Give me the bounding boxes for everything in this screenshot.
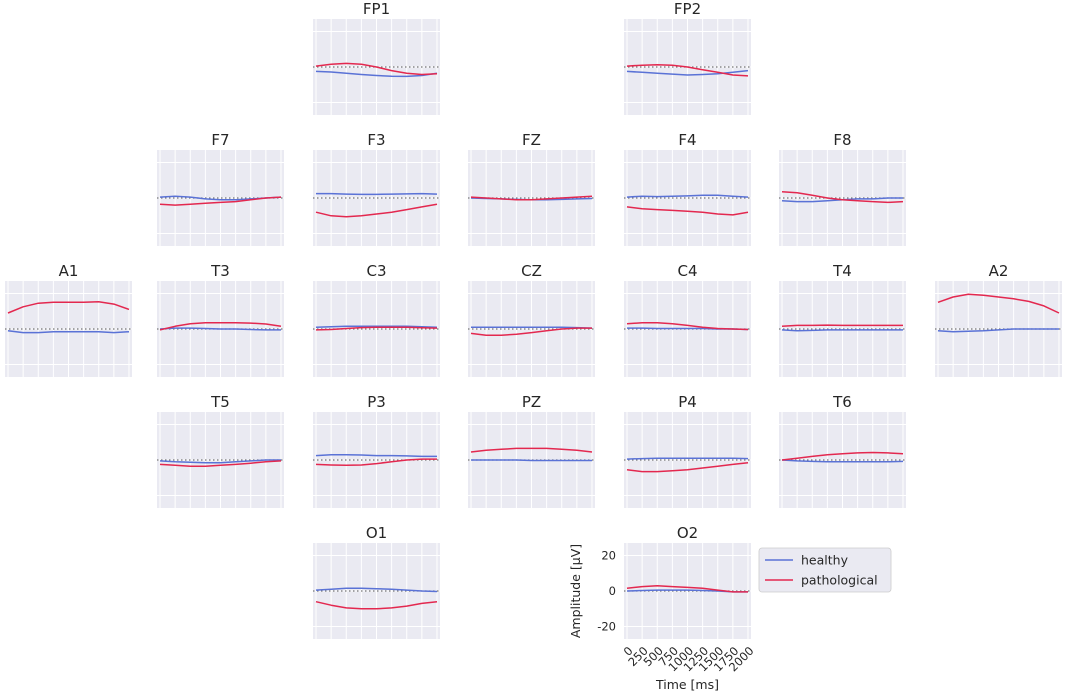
panel-title: FZ [522, 131, 541, 149]
series-line-healthy [781, 459, 904, 463]
series-line-pathological [159, 322, 282, 331]
panel-p4: P4 [624, 393, 751, 508]
series-line-pathological [470, 195, 593, 201]
series-line-pathological [159, 460, 282, 467]
panel-title: O2 [677, 524, 698, 542]
series-line-healthy [471, 459, 592, 462]
panel-title: FP1 [363, 0, 390, 18]
panel-a1: A1 [5, 262, 132, 377]
panel-title: P4 [678, 393, 697, 411]
panel-fp2: FP2 [624, 0, 751, 115]
y-axis-label: Amplitude [µV] [568, 544, 583, 638]
panel-fz: FZ [468, 131, 595, 246]
series-line-pathological [781, 324, 903, 328]
panel-t4: T4 [779, 262, 906, 377]
panel-title: A1 [59, 262, 79, 280]
y-tick-label: 0 [609, 584, 616, 598]
series-line-pathological [781, 451, 904, 461]
panel-fp1: FP1 [313, 0, 440, 115]
panel-title: C4 [677, 262, 697, 280]
panel-title: CZ [521, 262, 542, 280]
series-line-pathological [470, 447, 593, 453]
panel-title: P3 [367, 393, 386, 411]
panel-c4: C4 [624, 262, 751, 377]
series-line-healthy [159, 327, 281, 331]
series-line-pathological [626, 461, 749, 473]
panel-title: O1 [366, 524, 387, 542]
series-line-pathological [315, 203, 438, 218]
series-line-healthy [781, 329, 903, 332]
series-line-healthy [626, 194, 749, 198]
panel-t3: T3 [157, 262, 284, 377]
series-line-healthy [626, 69, 749, 76]
panel-f7: F7 [157, 131, 284, 246]
series-line-pathological [626, 584, 748, 593]
panel-t5: T5 [157, 393, 284, 508]
series-line-pathological [315, 458, 437, 467]
panel-title: F7 [211, 131, 229, 149]
panel-title: T4 [832, 262, 852, 280]
series-line-healthy [471, 326, 593, 329]
series-line-healthy [315, 325, 438, 328]
series-line-pathological [315, 600, 438, 610]
panel-a2: A2 [935, 262, 1062, 377]
series-line-pathological [626, 63, 749, 77]
panel-title: FP2 [674, 0, 701, 18]
panel-o2: O2-20020025050075010001250150017502000Am… [568, 524, 757, 692]
panel-cz: CZ [468, 262, 595, 377]
panel-title: T5 [210, 393, 230, 411]
series-line-pathological [626, 322, 749, 331]
panel-f8: F8 [779, 131, 906, 246]
x-axis-label: Time [ms] [655, 677, 719, 692]
series-line-healthy [315, 453, 437, 458]
panel-c3: C3 [313, 262, 440, 377]
panel-title: F8 [833, 131, 851, 149]
panel-title: F4 [678, 131, 696, 149]
y-tick-label: 20 [601, 548, 616, 562]
series-line-healthy [7, 330, 130, 334]
panel-t6: T6 [779, 393, 906, 508]
series-line-pathological [315, 326, 438, 331]
panel-f4: F4 [624, 131, 751, 246]
panel-title: T3 [210, 262, 230, 280]
panel-pz: PZ [468, 393, 595, 508]
panel-title: A2 [989, 262, 1009, 280]
series-line-healthy [316, 192, 438, 196]
panel-o1: O1 [313, 524, 440, 639]
series-line-healthy [626, 457, 749, 460]
series-line-healthy [315, 587, 438, 593]
panel-title: F3 [367, 131, 385, 149]
panel-title: C3 [366, 262, 386, 280]
y-tick-label: -20 [597, 620, 616, 634]
series-line-pathological [7, 301, 130, 314]
panel-title: T6 [832, 393, 852, 411]
legend-box [758, 547, 892, 593]
series-line-pathological [937, 293, 1060, 314]
series-line-healthy [315, 70, 438, 78]
series-line-pathological [470, 327, 592, 336]
series-line-pathological [159, 196, 282, 206]
legend-label-healthy: healthy [801, 553, 849, 568]
series-line-pathological [315, 62, 438, 76]
series-line-pathological [781, 191, 904, 204]
legend: healthy pathological [758, 547, 892, 593]
panel-title: PZ [522, 393, 541, 411]
legend-label-pathological: pathological [801, 573, 878, 588]
panel-p3: P3 [313, 393, 440, 508]
series-line-healthy [937, 328, 1059, 333]
panel-f3: F3 [313, 131, 440, 246]
series-line-pathological [626, 206, 749, 216]
series-line-healthy [159, 459, 281, 464]
